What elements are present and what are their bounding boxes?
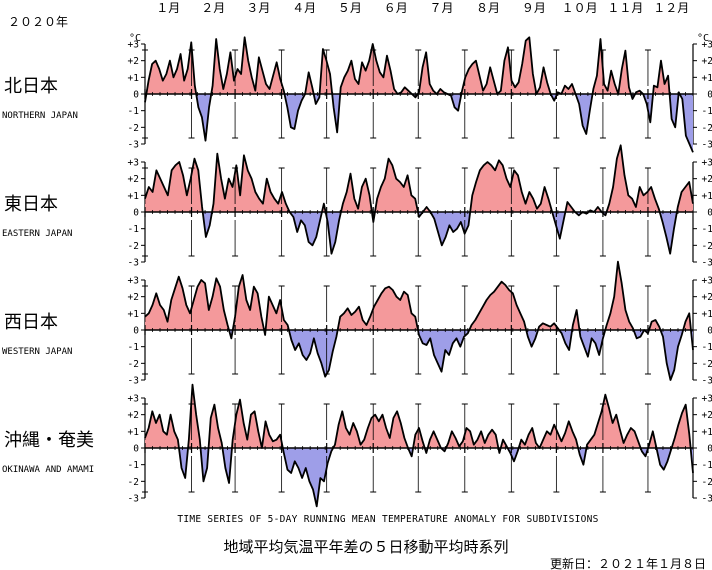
anomaly-line [144,383,694,508]
y-tick-label: -2 [128,477,139,488]
y-tick-label: +2 [128,292,139,303]
panel-name-en: WESTERN JAPAN [2,347,72,357]
y-tick-label: -1 [702,342,712,353]
panel-1: 東日本 EASTERN JAPAN -3 -3 -2 -2 -1 -1 0 0 +1 +1 +2 +2 +3… [2,144,712,269]
negative-area [145,94,693,153]
unit-label-left: °C [129,33,141,44]
y-tick-label: -1 [702,106,712,117]
panel-name: 沖縄・奄美 [4,430,94,451]
y-tick-label: +2 [702,56,712,67]
anomaly-line [144,36,694,153]
month-label: １月 [156,1,180,15]
anomaly-line [144,144,694,255]
y-tick-label: -2 [702,123,712,134]
panel-0: 北日本 NORTHERN JAPAN °C °C -3 -3 -2 -2 -1 -1 0 0 +1 +1 +… [2,33,712,153]
month-label: １１月 [607,1,643,15]
panel-3: 沖縄・奄美 OKINAWA AND AMAMI -3 -3 -2 -2 -1 -1 0 0 +1 +1… [2,383,712,508]
y-tick-label: -3 [702,376,712,387]
anomaly-line [144,260,694,381]
y-tick-label: 0 [707,90,712,101]
y-tick-label: +3 [702,158,712,169]
y-tick-label: +2 [702,410,712,421]
panel-name: 東日本 [4,194,58,215]
y-tick-label: -2 [128,359,139,370]
y-tick-label: -1 [128,106,140,117]
y-tick-label: +3 [128,40,139,51]
y-tick-label: -2 [702,241,712,252]
positive-area [145,384,693,448]
y-tick-label: +1 [702,309,712,320]
y-tick-label: +1 [702,427,712,438]
year-label: ２０２０年 [8,15,68,29]
negative-area [145,330,693,380]
y-tick-label: 0 [707,326,712,337]
english-title: TIME SERIES OF 5-DAY RUNNING MEAN TEMPER… [177,514,598,525]
month-label: ９月 [522,1,546,15]
y-tick-label: -3 [128,140,139,151]
y-tick-label: -3 [128,376,139,387]
panel-name-en: OKINAWA AND AMAMI [2,465,94,475]
y-tick-label: +1 [128,191,140,202]
month-label: ２月 [201,1,225,15]
y-tick-label: +2 [702,174,712,185]
y-tick-label: -2 [128,241,139,252]
y-tick-label: +2 [128,174,139,185]
y-tick-label: +1 [702,191,712,202]
y-tick-label: 0 [133,90,139,101]
y-tick-label: +3 [702,394,712,405]
y-tick-label: +1 [128,73,140,84]
y-tick-label: +1 [702,73,712,84]
y-tick-label: 0 [707,208,712,219]
month-label: １０月 [562,1,598,15]
y-tick-label: 0 [707,444,712,455]
y-tick-label: +2 [702,292,712,303]
y-tick-label: -1 [128,342,140,353]
y-tick-label: -3 [702,494,712,505]
panel-name-en: EASTERN JAPAN [2,229,72,239]
panel-name: 西日本 [4,312,58,333]
y-tick-label: +3 [128,276,139,287]
y-tick-label: -3 [128,494,139,505]
y-tick-label: 0 [133,326,139,337]
y-tick-label: -1 [702,224,712,235]
y-tick-label: -1 [128,460,140,471]
y-tick-label: -1 [702,460,712,471]
panel-name: 北日本 [4,76,58,97]
y-tick-label: -2 [702,359,712,370]
month-label: ７月 [430,1,454,15]
y-tick-label: +1 [128,309,140,320]
panel-name-en: NORTHERN JAPAN [2,111,78,121]
unit-label-right: °C [697,33,709,44]
y-tick-label: +3 [702,40,712,51]
panels: 北日本 NORTHERN JAPAN °C °C -3 -3 -2 -2 -1 -1 0 0 +1 +1 +… [2,33,712,508]
y-tick-label: -3 [702,140,712,151]
updated-date: 更新日：２０２１年１月８日 [550,556,706,570]
y-tick-label: -2 [128,123,139,134]
y-tick-label: -1 [128,224,140,235]
month-label: ５月 [338,1,362,15]
panel-2: 西日本 WESTERN JAPAN -3 -3 -2 -2 -1 -1 0 0 +1 +1 +2 +2 +3… [2,260,712,387]
y-tick-label: +2 [128,56,139,67]
month-label: １２月 [653,1,689,15]
y-tick-label: +2 [128,410,139,421]
y-tick-label: +1 [128,427,140,438]
month-label: ４月 [292,1,316,15]
y-tick-label: 0 [133,208,139,219]
y-tick-label: +3 [128,158,139,169]
y-tick-label: -3 [702,258,712,269]
japanese-title: 地域平均気温平年差の５日移動平均時系列 [223,538,508,556]
y-tick-label: -3 [128,258,139,269]
month-labels: １月 ２月 ３月 ４月 ５月 ６月 ７月 ８月 ９月 １０月 １１月 １２月 [156,1,689,15]
y-tick-label: -2 [702,477,712,488]
month-label: ３月 [246,1,270,15]
y-tick-label: +3 [702,276,712,287]
y-tick-label: +3 [128,394,139,405]
y-tick-label: 0 [133,444,139,455]
month-label: ６月 [384,1,408,15]
month-label: ８月 [476,1,500,15]
